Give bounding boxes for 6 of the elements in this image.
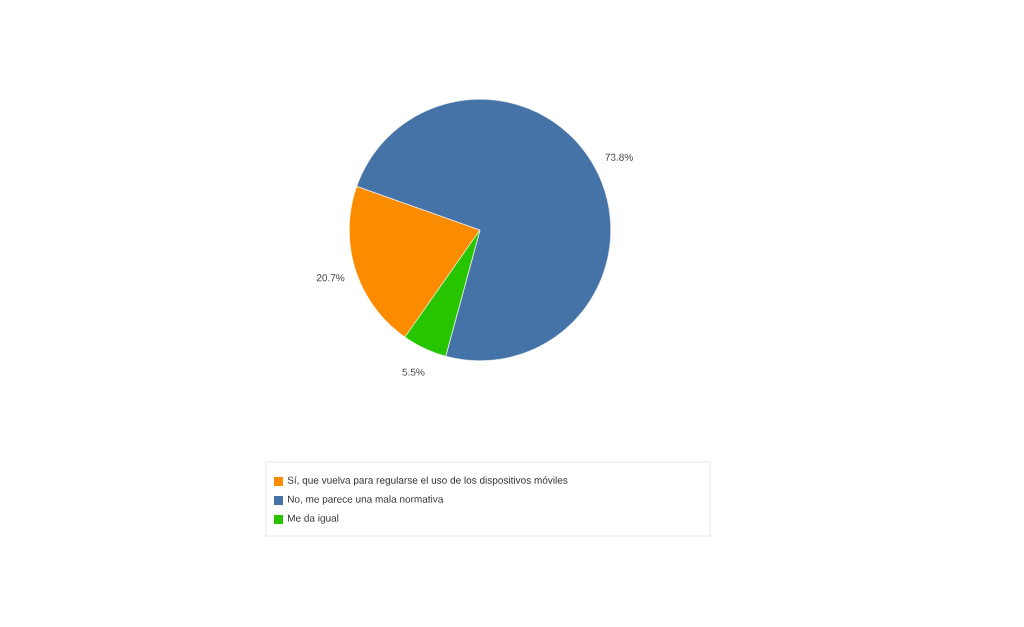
- legend-label: Me da igual: [288, 514, 339, 524]
- data-label: 73.8%: [605, 153, 633, 161]
- data-label: 20.7%: [316, 274, 345, 282]
- data-label: 5.5%: [402, 368, 425, 376]
- legend-label: No, me parece una mala normativa: [288, 495, 444, 505]
- legend-label: Sí, que vuelva para regularse el uso de los dispositivos móviles: [287, 476, 568, 486]
